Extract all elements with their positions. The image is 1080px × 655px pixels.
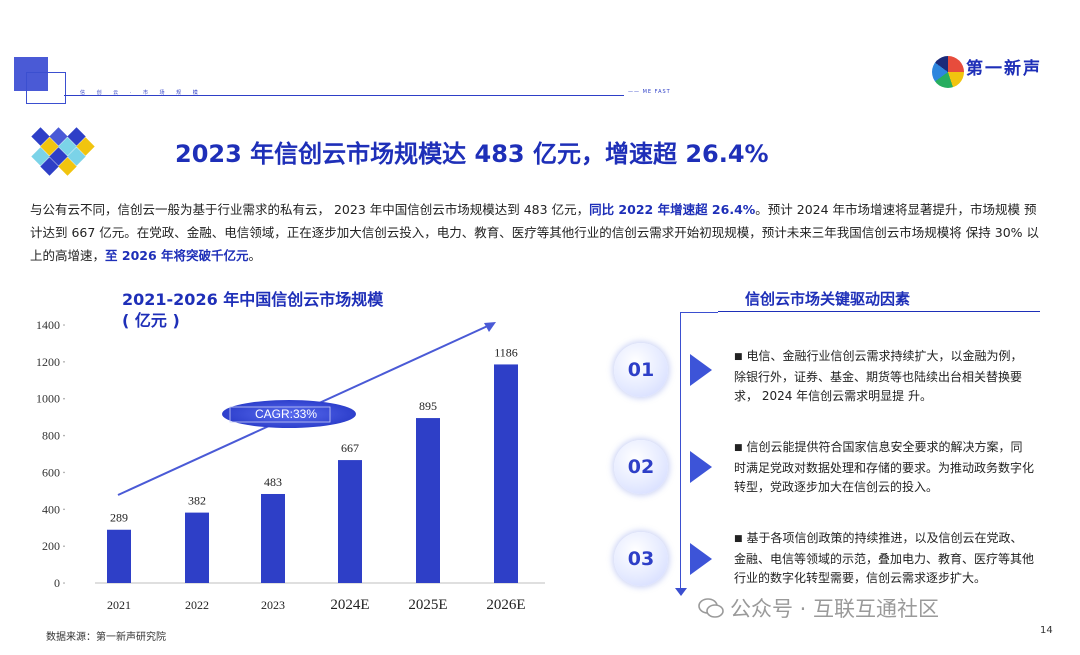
- driver-number-01: 01: [614, 343, 668, 397]
- banner-section-label: 信 创 云 · 市 场 规 模: [80, 90, 203, 96]
- brand-name: 第一新声: [966, 59, 1042, 79]
- chart-title-line2: ( 亿元 ): [122, 311, 180, 330]
- page-headline: 2023 年信创云市场规模达 483 亿元，增速超 26.4%: [175, 140, 769, 168]
- intro-text-3: 。: [248, 248, 262, 263]
- y-tick-label: 0: [54, 576, 60, 590]
- bar-2023: [261, 493, 285, 583]
- brand-logo-icon: [932, 56, 964, 88]
- bar-value-label: 382: [188, 494, 206, 508]
- bullet-square-icon: ■: [734, 352, 743, 362]
- intro-paragraph: 与公有云不同，信创云一般为基于行业需求的私有云， 2023 年中国信创云市场规模…: [30, 198, 1045, 267]
- y-tick-label: 1000: [36, 392, 60, 406]
- driver-item-3: ■ 基于各项信创政策的持续推进，以及信创云在党政、金融、电信等领域的示范，叠加电力…: [734, 529, 1034, 589]
- driver-number-03: 03: [614, 532, 668, 586]
- drivers-title-underline: [718, 311, 1040, 312]
- driver-text-2: 信创云能提供符合国家信息安全要求的解决方案，同时满足党政对数据处理和存储的要求。…: [734, 440, 1035, 494]
- drivers-title: 信创云市场关键驱动因素: [745, 290, 911, 308]
- diamond-cluster-icon: [30, 127, 95, 180]
- y-tick-mark: [63, 582, 65, 584]
- bar-2026E: [494, 364, 518, 583]
- x-category-label: 2022: [185, 598, 209, 612]
- intro-text-1: 与公有云不同，信创云一般为基于行业需求的私有云， 2023 年中国信创云市场规模…: [30, 202, 590, 217]
- bar-value-label: 289: [110, 511, 128, 525]
- page-number: 14: [1040, 625, 1053, 636]
- driver-number-02: 02: [614, 440, 668, 494]
- data-source-note: 数据来源：第一新声研究院: [46, 632, 166, 643]
- driver-item-2: ■ 信创云能提供符合国家信息安全要求的解决方案，同时满足党政对数据处理和存储的要求…: [734, 438, 1034, 498]
- chevron-right-icon: [690, 451, 712, 483]
- banner-tagline: —— ME FAST: [628, 89, 671, 95]
- chevron-right-icon: [690, 543, 712, 575]
- bullet-square-icon: ■: [734, 534, 743, 544]
- y-tick-label: 1200: [36, 355, 60, 369]
- y-tick-label: 600: [42, 465, 60, 479]
- y-tick-mark: [63, 471, 65, 474]
- y-tick-label: 800: [42, 429, 60, 443]
- bar-value-label: 1186: [494, 345, 518, 359]
- y-tick-mark: [63, 434, 65, 437]
- y-tick-mark: [63, 545, 65, 547]
- timeline-line: [680, 312, 681, 592]
- intro-text-2: 。预计 2024 年市场增速将显著提升，市场规模 预计达到 667 亿元。在党政…: [30, 202, 1040, 263]
- y-tick-mark: [63, 361, 65, 363]
- driver-text-3: 基于各项信创政策的持续推进，以及信创云在党政、金融、电信等领域的示范，叠加电力、…: [734, 531, 1035, 585]
- wechat-icon: [698, 598, 724, 618]
- timeline-arrow-icon: [675, 588, 687, 596]
- x-category-label: 2024E: [330, 597, 369, 613]
- bar-value-label: 667: [341, 441, 359, 455]
- y-tick-mark: [63, 324, 65, 326]
- x-category-label: 2025E: [408, 597, 447, 613]
- bar-value-label: 895: [419, 399, 437, 413]
- banner-line: [64, 95, 624, 96]
- cagr-label-box: [229, 406, 331, 423]
- timeline-top-stub: [680, 312, 718, 313]
- bar-2022: [185, 512, 209, 583]
- chart-trend-arrowhead: [484, 322, 496, 332]
- bar-2024E: [338, 460, 362, 583]
- banner-decor-outline: [26, 72, 66, 104]
- y-tick-label: 200: [42, 539, 60, 553]
- bar-value-label: 483: [264, 475, 282, 489]
- x-category-label: 2021: [107, 598, 131, 612]
- chevron-right-icon: [690, 354, 712, 386]
- chart-title: 2021-2026 年中国信创云市场规模 ( 亿元 ): [122, 289, 383, 331]
- x-category-label: 2023: [261, 598, 285, 612]
- watermark-text: 公众号 · 互联互通社区: [730, 597, 940, 621]
- bar-2025E: [416, 418, 440, 583]
- market-size-bar-chart: CAGR:33% 0 200 400 600 800 1000 1200 1400 289 20…: [36, 318, 545, 613]
- bar-2021: [107, 529, 131, 583]
- chart-title-line1: 2021-2026 年中国信创云市场规模: [122, 290, 384, 309]
- intro-highlight-1: 同比 2022 年增速超 26.4%: [589, 202, 756, 217]
- y-tick-mark: [63, 397, 65, 400]
- cagr-label: CAGR:33%: [255, 407, 317, 421]
- x-category-label: 2026E: [486, 597, 525, 613]
- y-tick-mark: [63, 508, 65, 511]
- intro-highlight-2: 至 2026 年将突破千亿元: [105, 248, 249, 263]
- driver-item-1: ■ 电信、金融行业信创云需求持续扩大，以金融为例，除银行外，证券、基金、期货等也陆…: [734, 347, 1034, 407]
- y-tick-label: 1400: [36, 318, 60, 332]
- driver-text-1: 电信、金融行业信创云需求持续扩大，以金融为例，除银行外，证券、基金、期货等也陆续…: [734, 349, 1023, 403]
- bullet-square-icon: ■: [734, 443, 743, 453]
- banner-decor-square: [14, 57, 48, 91]
- y-tick-label: 400: [42, 502, 60, 516]
